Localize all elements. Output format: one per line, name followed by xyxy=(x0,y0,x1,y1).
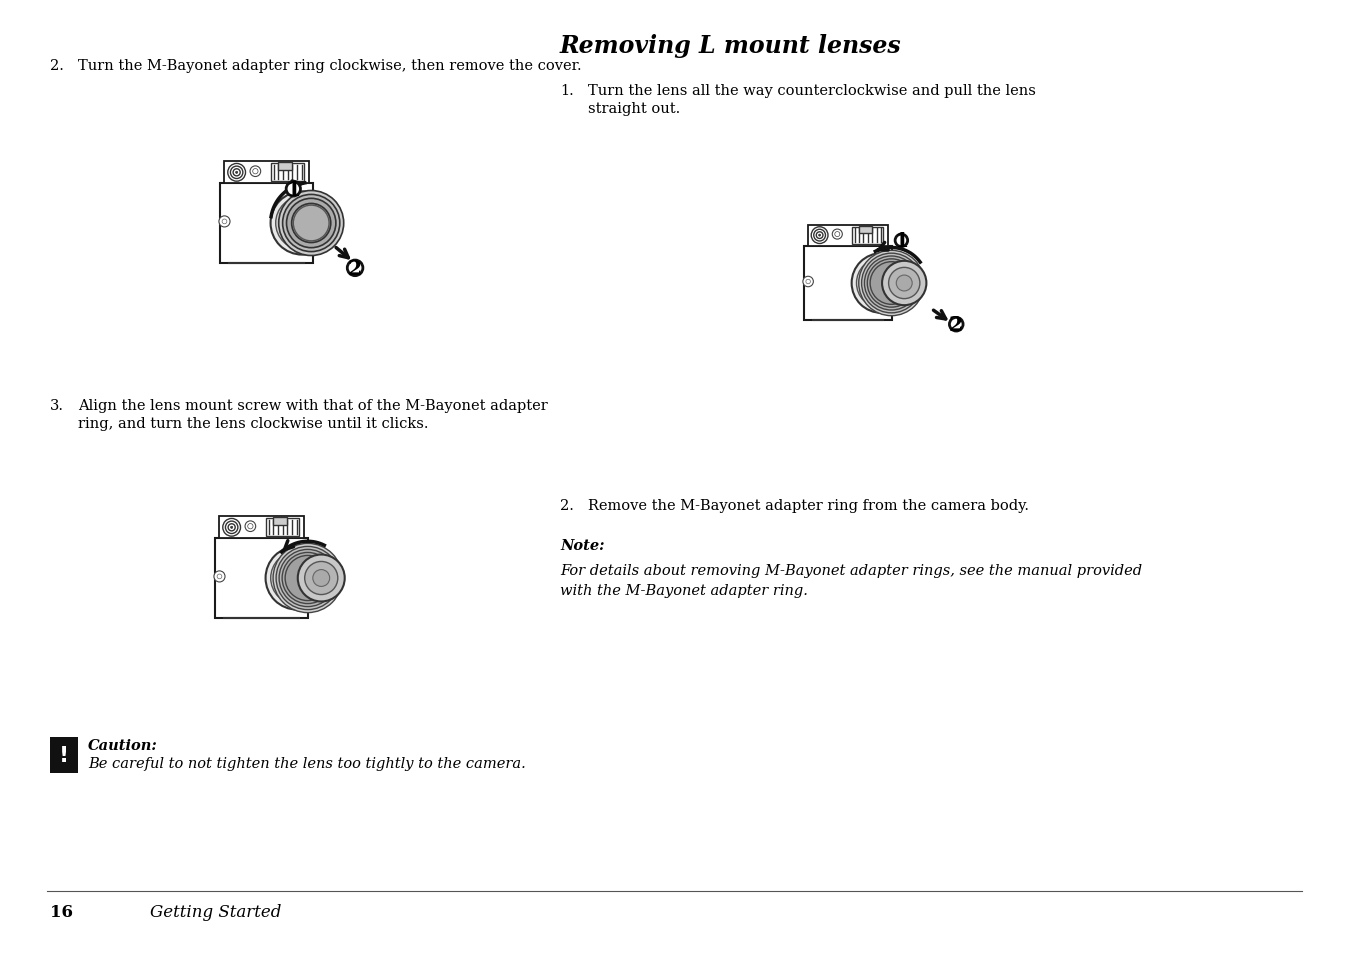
Circle shape xyxy=(896,234,908,248)
Text: 2.: 2. xyxy=(50,59,63,73)
Bar xyxy=(278,163,291,171)
Circle shape xyxy=(246,521,256,532)
Circle shape xyxy=(832,230,842,240)
Circle shape xyxy=(863,265,900,302)
Circle shape xyxy=(859,251,924,316)
Circle shape xyxy=(233,170,240,176)
Text: Turn the M-Bayonet adapter ring clockwise, then remove the cover.: Turn the M-Bayonet adapter ring clockwis… xyxy=(78,59,581,73)
Circle shape xyxy=(231,167,243,179)
Circle shape xyxy=(236,172,237,174)
Bar xyxy=(808,226,888,246)
Circle shape xyxy=(298,555,345,602)
Circle shape xyxy=(272,544,343,613)
Circle shape xyxy=(282,195,340,253)
Circle shape xyxy=(851,253,912,314)
Bar xyxy=(858,227,871,233)
Circle shape xyxy=(813,230,826,242)
Circle shape xyxy=(285,241,289,246)
Circle shape xyxy=(281,597,285,600)
Text: For details about removing M-Bayonet adapter rings, see the manual provided
with: For details about removing M-Bayonet ada… xyxy=(560,563,1143,597)
Circle shape xyxy=(266,547,329,610)
Circle shape xyxy=(217,575,221,579)
Text: Be careful to not tighten the lens too tightly to the camera.: Be careful to not tighten the lens too t… xyxy=(88,757,526,770)
Text: 2: 2 xyxy=(950,314,963,335)
Circle shape xyxy=(805,280,811,284)
Circle shape xyxy=(867,259,916,308)
Circle shape xyxy=(347,261,363,276)
Circle shape xyxy=(870,262,913,305)
Circle shape xyxy=(271,552,324,605)
Bar xyxy=(272,517,287,525)
Circle shape xyxy=(228,164,246,182)
Circle shape xyxy=(803,277,813,288)
Circle shape xyxy=(231,527,233,529)
Circle shape xyxy=(223,220,227,225)
Circle shape xyxy=(291,204,331,243)
Circle shape xyxy=(278,558,317,598)
Circle shape xyxy=(882,261,927,306)
Circle shape xyxy=(819,234,820,237)
Circle shape xyxy=(286,183,301,197)
Circle shape xyxy=(835,233,840,237)
Text: Getting Started: Getting Started xyxy=(150,903,282,920)
Circle shape xyxy=(816,233,823,239)
Bar xyxy=(853,228,884,244)
Bar xyxy=(266,518,299,537)
Text: 1.: 1. xyxy=(560,84,573,98)
Circle shape xyxy=(950,318,963,332)
Circle shape xyxy=(248,524,254,529)
Bar xyxy=(220,184,313,263)
Circle shape xyxy=(896,275,912,292)
Circle shape xyxy=(277,547,340,610)
Text: Remove the M-Bayonet adapter ring from the camera body.: Remove the M-Bayonet adapter ring from t… xyxy=(588,498,1029,513)
Text: !: ! xyxy=(59,745,69,765)
Text: Turn the lens all the way counterclockwise and pull the lens
straight out.: Turn the lens all the way counterclockwi… xyxy=(588,84,1036,116)
Circle shape xyxy=(285,556,331,601)
Circle shape xyxy=(252,170,258,174)
Text: 2.: 2. xyxy=(560,498,573,513)
Circle shape xyxy=(279,192,344,256)
Circle shape xyxy=(214,571,225,582)
Text: 2: 2 xyxy=(348,258,362,278)
Bar xyxy=(214,538,309,618)
Circle shape xyxy=(313,570,329,587)
Circle shape xyxy=(286,199,336,249)
Circle shape xyxy=(866,300,869,304)
Text: 16: 16 xyxy=(50,903,73,920)
Circle shape xyxy=(857,258,907,309)
Circle shape xyxy=(862,253,921,314)
Circle shape xyxy=(250,167,260,177)
Circle shape xyxy=(889,268,920,299)
Text: Align the lens mount screw with that of the M-Bayonet adapter
ring, and turn the: Align the lens mount screw with that of … xyxy=(78,398,548,431)
Circle shape xyxy=(275,197,329,251)
Circle shape xyxy=(811,228,828,244)
Circle shape xyxy=(282,553,333,604)
Circle shape xyxy=(225,521,237,534)
Text: 1: 1 xyxy=(286,180,301,200)
Text: 3.: 3. xyxy=(50,398,63,413)
Circle shape xyxy=(279,550,336,607)
Text: Note:: Note: xyxy=(560,538,604,553)
Bar xyxy=(220,517,304,538)
Circle shape xyxy=(865,256,919,311)
Circle shape xyxy=(282,204,321,243)
Circle shape xyxy=(271,193,333,255)
Text: Removing L mount lenses: Removing L mount lenses xyxy=(560,34,901,58)
Circle shape xyxy=(223,518,240,537)
Circle shape xyxy=(305,562,337,595)
FancyBboxPatch shape xyxy=(50,738,78,773)
Bar xyxy=(224,162,309,184)
Circle shape xyxy=(293,206,329,242)
Circle shape xyxy=(219,216,231,228)
Bar xyxy=(804,246,892,321)
Text: 1: 1 xyxy=(894,232,908,251)
Circle shape xyxy=(228,524,235,532)
Bar xyxy=(271,164,304,182)
Text: Caution:: Caution: xyxy=(88,739,158,752)
